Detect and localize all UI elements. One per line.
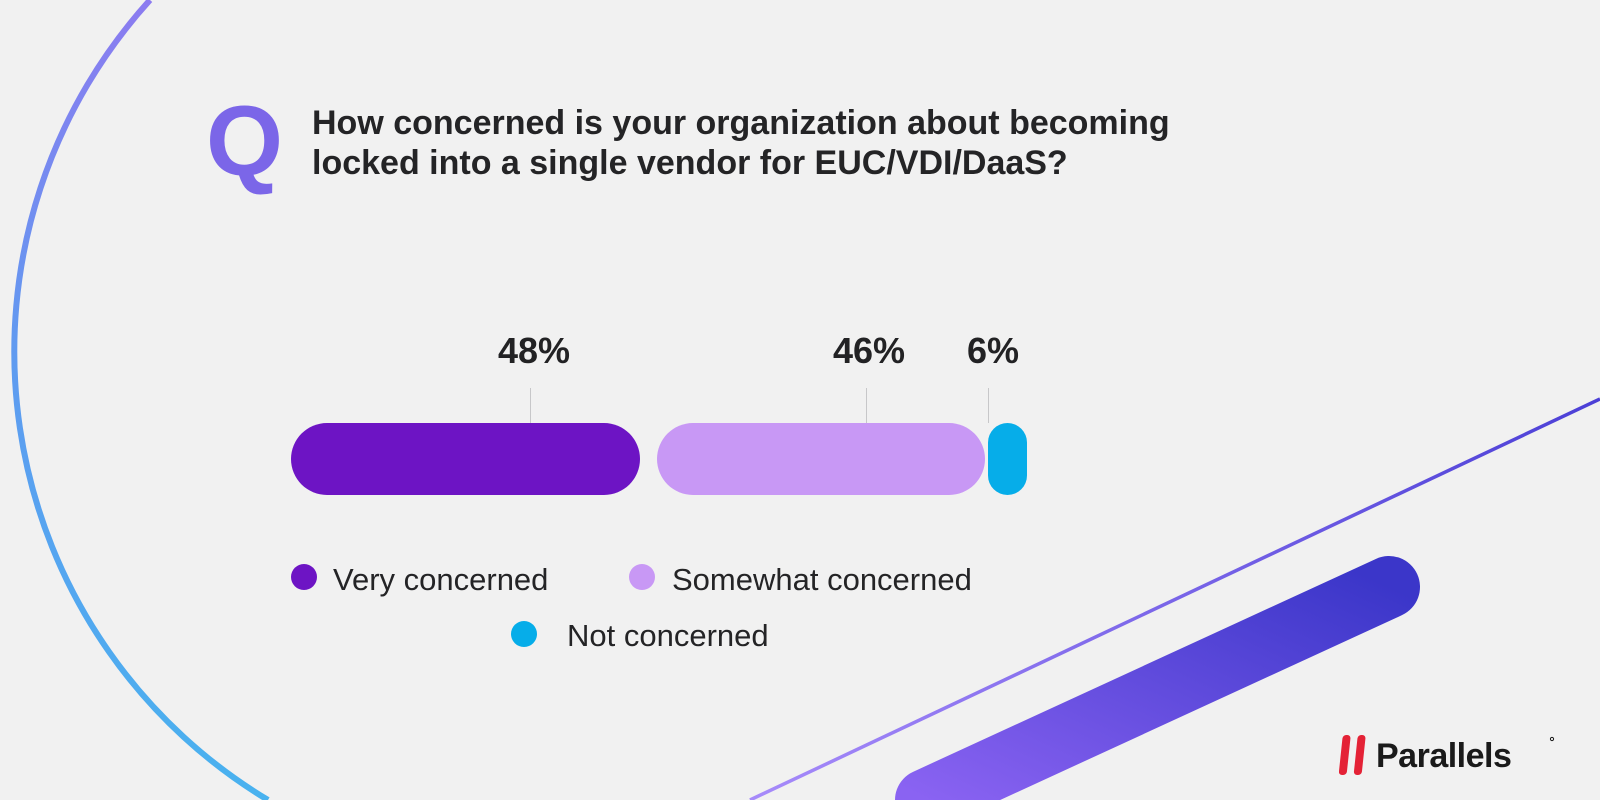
svg-text:Parallels: Parallels bbox=[1376, 737, 1511, 775]
